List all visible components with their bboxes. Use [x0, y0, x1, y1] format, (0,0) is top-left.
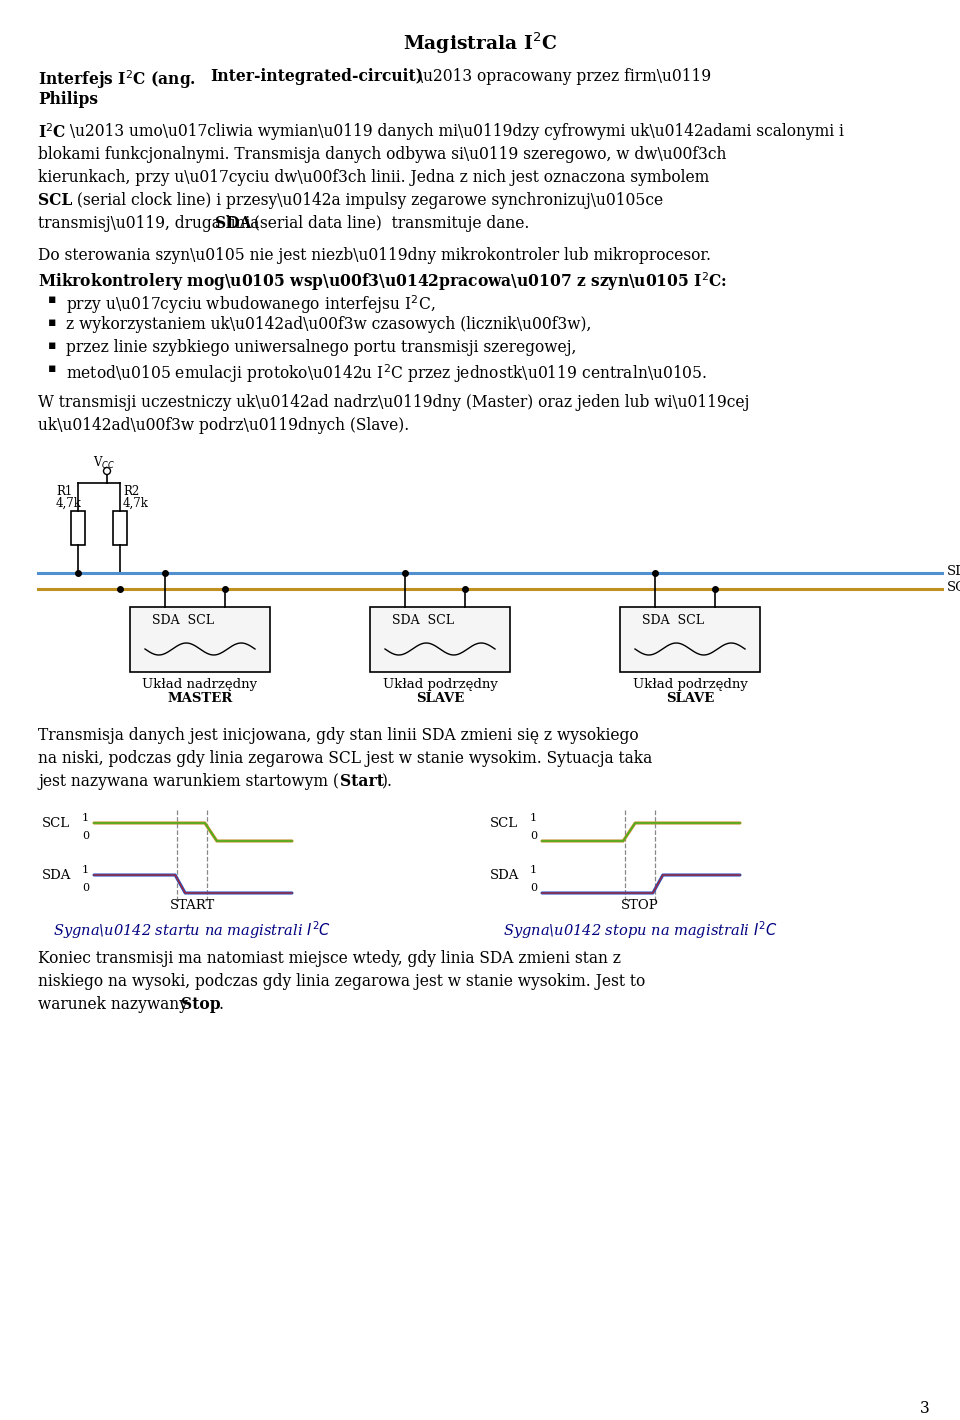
Text: SDA  SCL: SDA SCL: [152, 613, 214, 628]
Text: 1: 1: [530, 865, 538, 875]
Text: Magistrala I$^2$C: Magistrala I$^2$C: [403, 30, 557, 55]
Text: blokami funkcjonalnymi. Transmisja danych odbywa si\u0119 szeregowo, w dw\u00f3c: blokami funkcjonalnymi. Transmisja danyc…: [38, 146, 727, 163]
Text: Inter-integrated-circuit): Inter-integrated-circuit): [210, 68, 423, 85]
Text: Interfejs I$^2$C (ang.: Interfejs I$^2$C (ang.: [38, 68, 198, 91]
Text: Do sterowania szyn\u0105 nie jest niezb\u0119dny mikrokontroler lub mikroproceso: Do sterowania szyn\u0105 nie jest niezb\…: [38, 247, 711, 264]
Text: SCL: SCL: [947, 581, 960, 594]
Text: na niski, podczas gdy linia zegarowa SCL jest w stanie wysokim. Sytuacja taka: na niski, podczas gdy linia zegarowa SCL…: [38, 750, 652, 767]
Bar: [620, 606, 760, 672]
Text: Start: Start: [340, 772, 384, 790]
Text: ).: ).: [382, 772, 393, 790]
Text: SDA: SDA: [490, 869, 519, 882]
Text: SDA  SCL: SDA SCL: [642, 613, 704, 628]
Text: Układ podrzędny: Układ podrzędny: [383, 677, 497, 692]
Text: W transmisji uczestniczy uk\u0142ad nadrz\u0119dny (Master) oraz jeden lub wi\u0: W transmisji uczestniczy uk\u0142ad nadr…: [38, 393, 750, 410]
Text: jest nazywana warunkiem startowym (: jest nazywana warunkiem startowym (: [38, 772, 339, 790]
Text: Koniec transmisji ma natomiast miejsce wtedy, gdy linia SDA zmieni stan z: Koniec transmisji ma natomiast miejsce w…: [38, 950, 621, 967]
Text: .: .: [219, 995, 224, 1012]
Text: ▪: ▪: [48, 317, 57, 329]
Text: Sygna\u0142 stopu na magistrali $I^2C$: Sygna\u0142 stopu na magistrali $I^2C$: [503, 919, 778, 940]
Text: MASTER: MASTER: [167, 692, 232, 704]
Text: SDA: SDA: [947, 565, 960, 578]
Bar: [71, 511, 85, 545]
Text: niskiego na wysoki, podczas gdy linia zegarowa jest w stanie wysokim. Jest to: niskiego na wysoki, podczas gdy linia ze…: [38, 973, 645, 990]
Text: Stop: Stop: [181, 995, 221, 1012]
Text: SDA: SDA: [42, 869, 71, 882]
Text: SCL: SCL: [490, 816, 518, 831]
Text: Transmisja danych jest inicjowana, gdy stan linii SDA zmieni się z wysokiego: Transmisja danych jest inicjowana, gdy s…: [38, 727, 638, 744]
Text: SCL: SCL: [42, 816, 70, 831]
Text: z wykorzystaniem uk\u0142ad\u00f3w czasowych (licznik\u00f3w),: z wykorzystaniem uk\u0142ad\u00f3w czaso…: [66, 317, 591, 334]
Text: (serial clock line) i przesy\u0142a impulsy zegarowe synchronizuj\u0105ce: (serial clock line) i przesy\u0142a impu…: [72, 192, 663, 209]
Text: metod\u0105 emulacji protoko\u0142u I$^2$C przez jednostk\u0119 centraln\u0105.: metod\u0105 emulacji protoko\u0142u I$^2…: [66, 362, 708, 385]
Text: SLAVE: SLAVE: [416, 692, 464, 704]
Text: Mikrokontrolery mog\u0105 wsp\u00f3\u0142pracowa\u0107 z szyn\u0105 I$^2$C:: Mikrokontrolery mog\u0105 wsp\u00f3\u014…: [38, 270, 727, 293]
Text: V$_{CC}$: V$_{CC}$: [93, 454, 115, 471]
Text: ▪: ▪: [48, 293, 57, 305]
Text: \u2013 opracowany przez firm\u0119: \u2013 opracowany przez firm\u0119: [413, 68, 711, 85]
Text: I$^2$C: I$^2$C: [38, 124, 66, 142]
Text: \u2013 umo\u017cliwia wymian\u0119 danych mi\u0119dzy cyfrowymi uk\u0142adami sc: \u2013 umo\u017cliwia wymian\u0119 danyc…: [65, 124, 844, 141]
Text: SDA  SCL: SDA SCL: [392, 613, 454, 628]
Text: Philips: Philips: [38, 91, 98, 108]
Text: 0: 0: [530, 883, 538, 893]
Bar: [130, 606, 270, 672]
Text: ▪: ▪: [48, 339, 57, 352]
Text: przy u\u017cyciu wbudowanego interfejsu I$^2$C,: przy u\u017cyciu wbudowanego interfejsu …: [66, 293, 436, 315]
Text: 0: 0: [82, 883, 89, 893]
Text: uk\u0142ad\u00f3w podrz\u0119dnych (Slave).: uk\u0142ad\u00f3w podrz\u0119dnych (Slav…: [38, 417, 409, 435]
Text: R2: R2: [123, 486, 139, 498]
Text: 4,7k: 4,7k: [56, 497, 82, 510]
Text: 3: 3: [921, 1400, 930, 1417]
Text: R1: R1: [56, 486, 72, 498]
Text: 0: 0: [82, 831, 89, 841]
Text: Sygna\u0142 startu na magistrali $I^2C$: Sygna\u0142 startu na magistrali $I^2C$: [53, 919, 331, 940]
Text: 1: 1: [82, 865, 89, 875]
Text: kierunkach, przy u\u017cyciu dw\u00f3ch linii. Jedna z nich jest oznaczona symbo: kierunkach, przy u\u017cyciu dw\u00f3ch …: [38, 169, 709, 186]
Bar: [370, 606, 510, 672]
Text: SDA: SDA: [215, 214, 252, 231]
Text: START: START: [169, 899, 215, 912]
Text: Układ nadrzędny: Układ nadrzędny: [142, 677, 257, 692]
Text: warunek nazywany: warunek nazywany: [38, 995, 193, 1012]
Bar: [113, 511, 127, 545]
Text: (serial data line)  transmituje dane.: (serial data line) transmituje dane.: [249, 214, 529, 231]
Text: 0: 0: [530, 831, 538, 841]
Text: ▪: ▪: [48, 362, 57, 375]
Text: 4,7k: 4,7k: [123, 497, 149, 510]
Text: Układ podrzędny: Układ podrzędny: [633, 677, 748, 692]
Text: 1: 1: [530, 814, 538, 824]
Text: transmisj\u0119, druga linia: transmisj\u0119, druga linia: [38, 214, 264, 231]
Text: SCL: SCL: [38, 192, 72, 209]
Text: 1: 1: [82, 814, 89, 824]
Text: SLAVE: SLAVE: [666, 692, 714, 704]
Text: STOP: STOP: [621, 899, 659, 912]
Text: przez linie szybkiego uniwersalnego portu transmisji szeregowej,: przez linie szybkiego uniwersalnego port…: [66, 339, 576, 356]
